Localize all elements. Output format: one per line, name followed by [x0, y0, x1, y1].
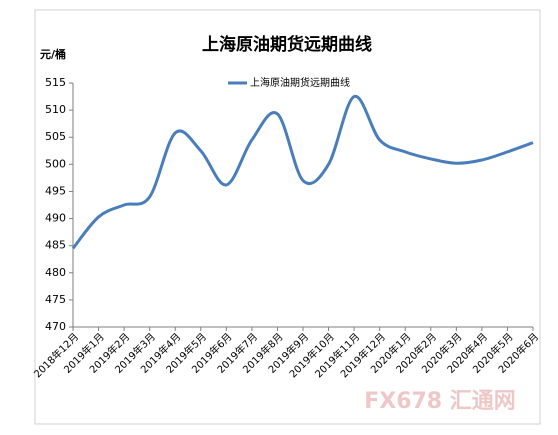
y-tick-label: 510 — [45, 103, 66, 116]
y-tick-label: 480 — [45, 266, 66, 279]
y-tick-label: 490 — [45, 212, 66, 225]
y-tick-label: 495 — [45, 184, 66, 197]
y-tick-label: 485 — [45, 239, 66, 252]
y-tick-label: 515 — [45, 76, 66, 89]
y-tick-label: 470 — [45, 320, 66, 333]
chart-border — [34, 9, 541, 425]
y-tick-label: 500 — [45, 157, 66, 170]
legend-label: 上海原油期货远期曲线 — [250, 76, 350, 89]
watermark: FX678 汇通网 — [364, 389, 516, 414]
chart-title: 上海原油期货远期曲线 — [202, 34, 372, 55]
y-tick-label: 505 — [45, 130, 66, 143]
y-axis-label: 元/桶 — [40, 47, 66, 61]
line — [71, 95, 534, 250]
y-tick-label: 475 — [45, 293, 66, 306]
